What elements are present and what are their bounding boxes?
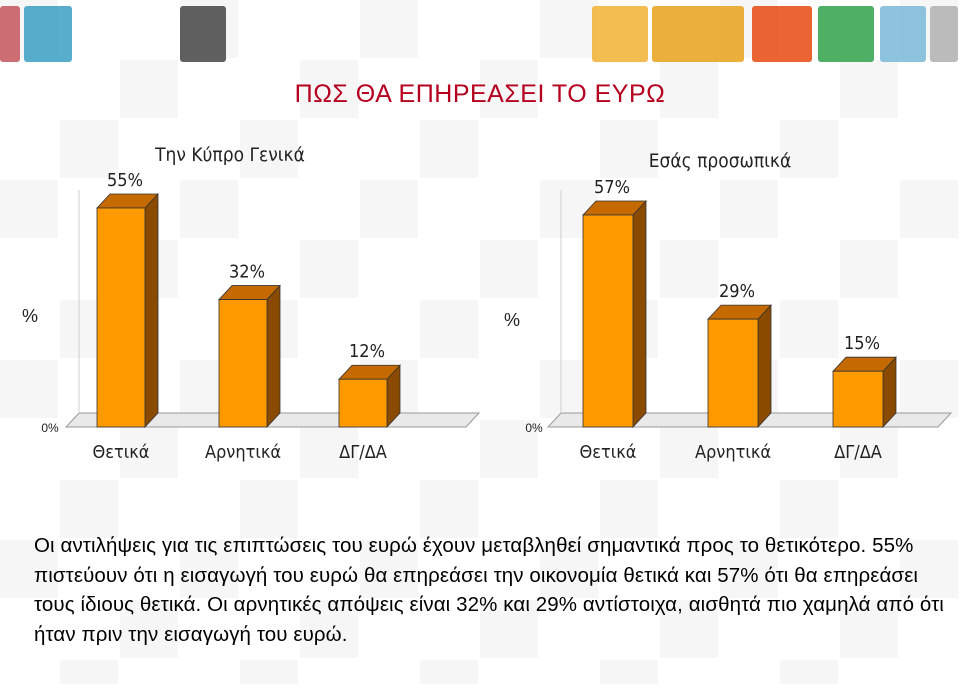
background-cell xyxy=(420,480,478,538)
x-tick-label: Αρνητικά xyxy=(205,442,281,463)
background-cell xyxy=(780,120,838,178)
chart-title: Εσάς προσωπικά xyxy=(649,150,792,172)
background-cell xyxy=(840,600,898,658)
background-cell xyxy=(300,600,358,658)
background-cell xyxy=(300,60,358,118)
background-cell xyxy=(480,420,538,478)
decorative-tile xyxy=(592,6,648,62)
background-cell xyxy=(480,600,538,658)
background-cell xyxy=(840,60,898,118)
background-cell xyxy=(600,480,658,538)
background-cell xyxy=(780,480,838,538)
data-label: 57% xyxy=(594,177,630,198)
slide-title: ΠΩΣ ΘΑ ΕΠΗΡΕΑΣΕΙ ΤΟ ΕΥΡΩ xyxy=(294,80,666,108)
decorative-tile xyxy=(24,6,72,62)
background-cell xyxy=(660,60,718,118)
bar xyxy=(338,378,388,428)
bar-side xyxy=(144,192,159,429)
bar-side xyxy=(757,304,772,429)
background-cell xyxy=(540,540,598,598)
background-cell xyxy=(660,600,718,658)
data-label: 32% xyxy=(229,262,265,283)
charts-area: Την Κύπρο Γενικά% 0% 55% Θετικά 32% Αρνητικά 1… xyxy=(22,144,953,463)
background-cell xyxy=(240,120,298,178)
chart-title: Την Κύπρο Γενικά xyxy=(154,144,305,166)
bar xyxy=(218,299,268,428)
y-axis-label: % xyxy=(22,306,38,326)
data-label: 29% xyxy=(719,281,755,302)
data-label: 12% xyxy=(349,341,385,362)
background-cell xyxy=(240,480,298,538)
background-cell xyxy=(60,120,118,178)
background-cell xyxy=(120,60,178,118)
bar xyxy=(832,370,884,428)
decorative-tile xyxy=(0,6,20,62)
background-cell xyxy=(300,420,358,478)
x-tick-label: ΔΓ/ΔΑ xyxy=(339,442,387,463)
background-cell xyxy=(780,300,838,358)
decorative-tile xyxy=(880,6,926,62)
background-cell xyxy=(480,240,538,298)
bar-side xyxy=(266,284,281,429)
background-cell xyxy=(900,180,958,238)
background-cell xyxy=(540,0,598,58)
background-cell xyxy=(660,240,718,298)
bar xyxy=(707,318,759,428)
background-cell xyxy=(660,420,718,478)
data-label: 15% xyxy=(844,333,880,354)
y-tick-label: 0% xyxy=(41,421,59,435)
background-cell xyxy=(360,540,418,598)
background-cell xyxy=(900,360,958,418)
background-cell xyxy=(60,660,118,684)
background-cell xyxy=(0,540,58,598)
decorative-tile xyxy=(180,6,226,62)
background-cell xyxy=(120,600,178,658)
bar-side xyxy=(632,199,647,429)
bar xyxy=(96,207,146,428)
background-cell xyxy=(360,0,418,58)
background-cell xyxy=(600,660,658,684)
background-cell xyxy=(360,180,418,238)
slide-caption: Οι αντιλήψεις για τις επιπτώσεις του ευρ… xyxy=(34,534,944,646)
background-cell xyxy=(180,180,238,238)
y-axis-label: % xyxy=(504,310,520,330)
background-cell xyxy=(420,120,478,178)
decorative-tile xyxy=(752,6,812,62)
data-label: 55% xyxy=(107,170,143,191)
background-cell xyxy=(480,60,538,118)
background-cell xyxy=(720,540,778,598)
x-tick-label: ΔΓ/ΔΑ xyxy=(834,442,882,463)
background-cell xyxy=(780,660,838,684)
background-cell xyxy=(240,660,298,684)
background-cell xyxy=(60,480,118,538)
x-tick-label: Θετικά xyxy=(93,442,150,463)
decorative-tile xyxy=(930,6,958,62)
background-cell xyxy=(0,360,58,418)
x-tick-label: Αρνητικά xyxy=(695,442,771,463)
background-cell xyxy=(120,420,178,478)
y-tick-label: 0% xyxy=(525,421,543,435)
background-cell xyxy=(420,300,478,358)
background-cell xyxy=(900,540,958,598)
decorative-tile xyxy=(652,6,744,62)
background-cell xyxy=(720,180,778,238)
background-cell xyxy=(600,120,658,178)
bar xyxy=(582,214,634,428)
background-cell xyxy=(840,420,898,478)
x-tick-label: Θετικά xyxy=(580,442,637,463)
background-cell xyxy=(180,540,238,598)
background-cell xyxy=(420,660,478,684)
background-cell xyxy=(300,240,358,298)
background-cell xyxy=(840,240,898,298)
decorative-tile xyxy=(818,6,874,62)
background-cell xyxy=(0,180,58,238)
